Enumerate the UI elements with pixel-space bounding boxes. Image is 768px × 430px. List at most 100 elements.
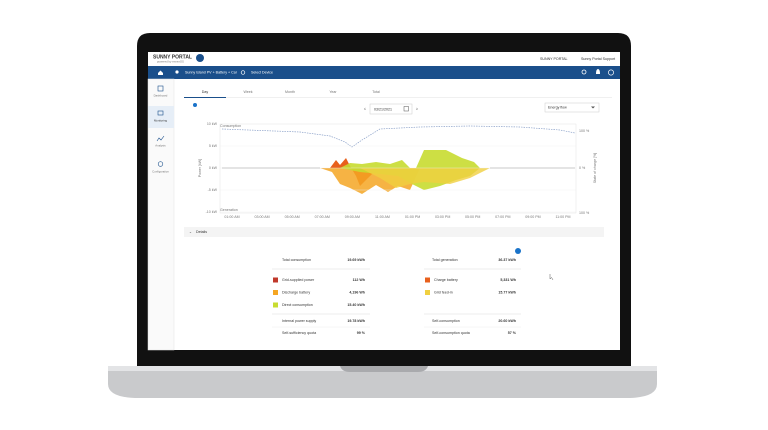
legend-swatch: [425, 290, 430, 295]
x-tick-label: 11:00 AM: [375, 215, 390, 219]
product-link[interactable]: SUNNY PORTAL: [540, 57, 568, 61]
y-tick-label: -5 kW: [208, 188, 218, 192]
row-label: Self-consumption quota: [432, 331, 470, 335]
row-label: Grid feed-in: [434, 290, 453, 294]
left-axis-title: Power [kW]: [198, 159, 202, 177]
details-toggle[interactable]: ⌄: [189, 230, 192, 234]
y-tick-label: -10 kW: [206, 210, 218, 214]
sidebar-active: [148, 106, 174, 128]
y-tick-label: 10 kW: [207, 122, 218, 126]
row-label: Internal power supply: [282, 319, 316, 323]
row-value: 57 %: [508, 331, 517, 335]
legend-swatch: [273, 290, 278, 295]
logo-sub: powered by ennexOS: [157, 60, 184, 64]
row-label: Direct consumption: [282, 303, 313, 307]
x-tick-label: 11:00 PM: [555, 215, 570, 219]
screen: [148, 52, 620, 350]
legend-swatch: [273, 277, 278, 283]
y-tick-label: 5 kW: [209, 144, 218, 148]
sidebar-icons: [156, 85, 165, 167]
details-bar[interactable]: [184, 227, 604, 237]
row-label: Grid-supplied power: [282, 278, 315, 282]
nav-item[interactable]: Configuration: [152, 170, 169, 174]
prev-day[interactable]: ‹: [364, 106, 366, 112]
legend-swatch: [425, 277, 430, 283]
mouse-cursor: [549, 274, 554, 281]
row-label: Self-sufficiency quota: [282, 331, 316, 335]
search-icon[interactable]: [581, 69, 587, 75]
row-value: 15.77 kWh: [498, 290, 516, 294]
row-value: 15.40 kWh: [347, 303, 365, 307]
y2-tick-label: 100 %: [579, 129, 590, 133]
area-feed-in: [360, 168, 490, 188]
row-value: 20.60 kWh: [498, 319, 516, 323]
row-label: Total generation: [432, 258, 458, 262]
x-tick-label: 07:00 PM: [495, 215, 510, 219]
details-title[interactable]: Details: [196, 230, 207, 234]
row-value: 112 Wh: [353, 278, 365, 282]
date[interactable]: 03/21/2021: [374, 107, 392, 111]
row-value: 4,196 Wh: [349, 290, 365, 294]
row-label: Charge battery: [434, 278, 458, 282]
logo[interactable]: SUNNY PORTAL: [153, 54, 192, 60]
device-icon: [240, 70, 246, 75]
plant-name[interactable]: Sunny Island PV + Battery + Car: [185, 70, 238, 74]
nav-item[interactable]: Analysis: [155, 144, 166, 148]
bottom-label: Generation: [220, 208, 238, 212]
nav-item[interactable]: Dashboard: [154, 94, 168, 98]
chart: Consumption Generation Power [kW] State …: [198, 122, 597, 219]
x-tick-label: 09:00 AM: [345, 215, 360, 219]
device-select[interactable]: Select Device: [251, 70, 273, 74]
row-value: 99 %: [357, 331, 366, 335]
x-tick-label: 01:00 AM: [224, 215, 239, 219]
home-icon[interactable]: [158, 70, 163, 76]
bell-icon[interactable]: [596, 69, 600, 74]
location-icon: [175, 70, 179, 74]
x-tick-label: 05:00 PM: [465, 215, 480, 219]
tab[interactable]: Day: [202, 90, 209, 94]
dropdown-arrow: [591, 106, 595, 109]
info-icon[interactable]: [608, 69, 614, 76]
help-icon[interactable]: [193, 103, 197, 107]
support-link[interactable]: Sunny Portal Support: [581, 57, 615, 61]
x-tick-label: 07:00 AM: [315, 215, 330, 219]
x-tick-label: 05:00 AM: [285, 215, 300, 219]
top-label: Consumption: [220, 124, 241, 128]
laptop-notch: [340, 366, 428, 372]
row-value: 36.37 kWh: [498, 258, 516, 262]
laptop-base: [108, 366, 657, 398]
tab[interactable]: Year: [329, 90, 337, 94]
x-tick-label: 09:00 PM: [525, 215, 540, 219]
y2-tick-label: 0 %: [579, 166, 586, 170]
right-axis-title: State of charge [%]: [593, 153, 597, 184]
nav-item[interactable]: Monitoring: [154, 119, 168, 123]
date-box[interactable]: [369, 103, 413, 115]
x-tick-label: 03:00 AM: [254, 215, 269, 219]
row-value: 5,331 Wh: [500, 278, 516, 282]
legend-swatch: [273, 302, 278, 308]
y2-tick-label: 100 %: [579, 211, 590, 215]
info-badge[interactable]: [515, 248, 521, 254]
x-tick-label: 01:00 PM: [405, 215, 420, 219]
view-value[interactable]: Energy flow: [548, 105, 567, 109]
row-label: Total consumption: [282, 258, 311, 262]
header: SUNNY PORTAL powered by ennexOS SUNNY PO…: [153, 54, 615, 64]
calendar-icon[interactable]: [403, 106, 409, 112]
next-day[interactable]: ›: [416, 106, 418, 112]
x-tick-label: 03:00 PM: [435, 215, 450, 219]
tab[interactable]: Month: [285, 90, 295, 94]
tab[interactable]: Week: [243, 90, 252, 94]
row-label: Discharge battery: [282, 290, 310, 294]
row-value: 19.69 kWh: [347, 258, 365, 262]
row-label: Self-consumption: [432, 319, 460, 323]
y-tick-label: 0 kW: [209, 166, 218, 170]
tab[interactable]: Total: [372, 90, 380, 94]
details-table: Total consumption 19.69 kWh Total generati…: [272, 258, 521, 335]
state-of-charge-line: [221, 125, 576, 148]
row-value: 19.78 kWh: [347, 319, 365, 323]
view-select[interactable]: [544, 102, 600, 113]
navbar: [148, 66, 620, 79]
logo-icon: [196, 54, 204, 62]
